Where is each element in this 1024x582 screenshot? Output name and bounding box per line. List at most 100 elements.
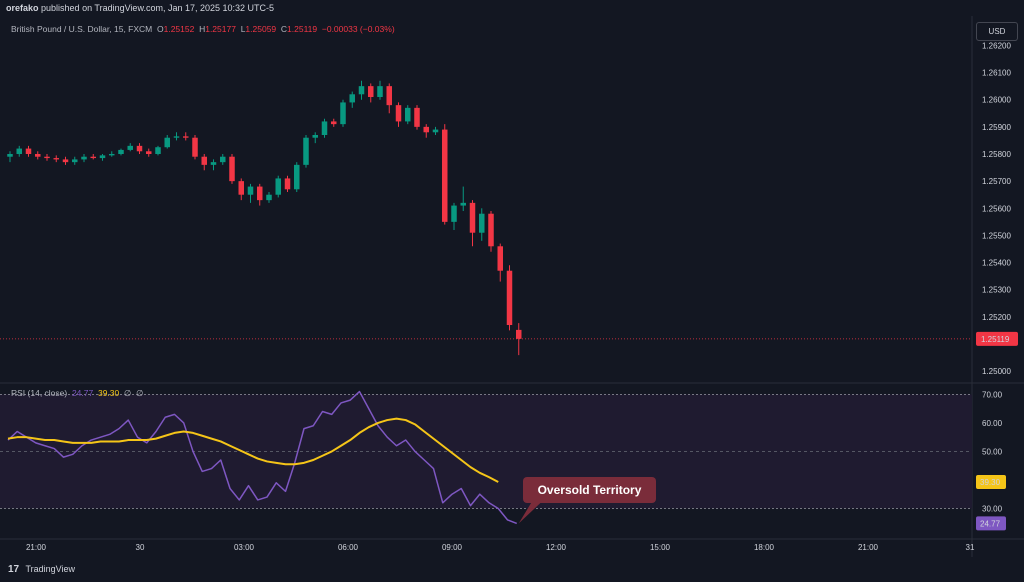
close-label: C [280,24,288,34]
rsi-name[interactable]: RSI (14, close) [11,388,68,398]
oversold-callout: Oversold Territory [523,477,656,503]
time-tick-label: 06:00 [338,543,359,552]
candle-body [127,145,133,150]
rsi-tick-label: 60.00 [982,419,1003,428]
current-price-label: 1.25119 [981,335,1010,344]
candle-body [183,136,189,138]
candle-body [377,86,383,97]
time-tick-label: 21:00 [858,543,879,552]
candle-body [220,156,226,163]
low-value: 1.25059 [245,24,277,34]
price-tick-label: 1.25200 [982,313,1011,322]
candle-body [173,136,180,138]
candle-body [488,213,494,247]
candle-body [349,94,355,103]
candle-body [312,135,318,138]
rsi-value: 24.77 [71,388,94,398]
tradingview-logo-icon[interactable]: 17 [8,564,20,575]
time-tick-label: 21:00 [26,543,47,552]
price-tick-label: 1.25400 [982,259,1011,268]
rsi-badge-label: 24.77 [980,519,1001,528]
open-label: O [156,24,164,34]
footer-bar: 17 TradingView [0,557,1024,581]
candle-body [432,129,439,133]
candle-body [247,186,254,195]
rsi-tick-label: 50.00 [982,447,1003,456]
candle-body [368,86,374,97]
rsi-tick-label: 30.00 [982,504,1003,513]
candle-body [386,86,392,106]
price-tick-label: 1.25700 [982,177,1011,186]
rsi-badge [976,516,1006,531]
candle-body [62,159,69,163]
candle-body [451,205,457,222]
time-tick-label: 12:00 [546,543,567,552]
current-price-badge [976,331,1018,346]
chart-canvas[interactable]: 1.26200 1.26100 1.26000 1.25900 1.25800 1.257… [0,16,1024,557]
price-tick-label: 1.25600 [982,204,1011,213]
candle-body [414,107,420,127]
footer-brand[interactable]: TradingView [25,564,75,574]
price-tick-label: 1.26000 [982,96,1011,105]
rsi-extra-2: ∅ [136,388,144,398]
candle-body [358,86,365,95]
price-tick-label: 1.25300 [982,286,1011,295]
high-value: 1.25177 [205,24,236,34]
candle-body [155,147,161,154]
candle-body [284,178,291,190]
candle-body [72,159,78,163]
candle-body [321,121,328,135]
rsi-ma-badge [976,474,1006,489]
rsi-line [7,390,518,525]
change-value: −0.00033 (−0.03%) [321,24,395,34]
candle-body [506,270,513,325]
candle-body [331,121,337,125]
time-tick-label: 30 [136,543,145,552]
candle-body [44,156,50,159]
candle-body [99,155,106,159]
candle-body [442,129,448,222]
price-tick-label: 1.25500 [982,231,1011,240]
candle-body [164,137,170,148]
symbol-name[interactable]: British Pound / U.S. Dollar, 15, FXCM [11,24,153,34]
price-tick-label: 1.26200 [982,41,1011,50]
candle-body [109,154,115,156]
time-tick-label: 18:00 [754,543,775,552]
rsi-ma-value: 39.30 [97,388,120,398]
candle-body [257,186,263,201]
candle-body [53,158,59,160]
candle-body [229,156,235,182]
callout-pointer [518,497,547,524]
candle-body [275,178,281,195]
currency-button[interactable]: USD [976,22,1018,41]
candle-body [395,105,402,122]
candle-body [210,162,217,165]
candle-body [16,148,22,154]
open-value: 1.25152 [163,24,195,34]
publisher-name[interactable]: orefako [6,3,39,13]
candle-body [25,148,32,154]
rsi-tick-label: 70.00 [982,390,1003,399]
time-tick-label: 31 [966,543,975,552]
time-tick-label: 09:00 [442,543,463,552]
candle-body [294,164,300,190]
candle-body [90,156,96,159]
candle-body [118,149,124,154]
published-text: published on TradingView.com, Jan 17, 20… [41,3,275,13]
candle-body [201,156,207,165]
candle-body [238,181,244,195]
rsi-ma-badge-label: 39.30 [980,478,1001,487]
candle-body [192,137,198,157]
candle-body [81,156,87,160]
time-tick-label: 03:00 [234,543,255,552]
high-label: H [199,24,206,34]
candle-body [266,194,272,201]
price-tick-label: 1.25000 [982,367,1011,376]
time-tick-label: 15:00 [650,543,671,552]
candle-body [460,202,466,206]
candle-body [497,246,503,271]
candle-body [146,151,152,154]
candle-body [340,102,346,125]
rsi-legend: RSI (14, close) 24.77 39.30 ∅ ∅ [11,388,144,399]
publisher-bar: orefako published on TradingView.com, Ja… [0,0,1024,16]
